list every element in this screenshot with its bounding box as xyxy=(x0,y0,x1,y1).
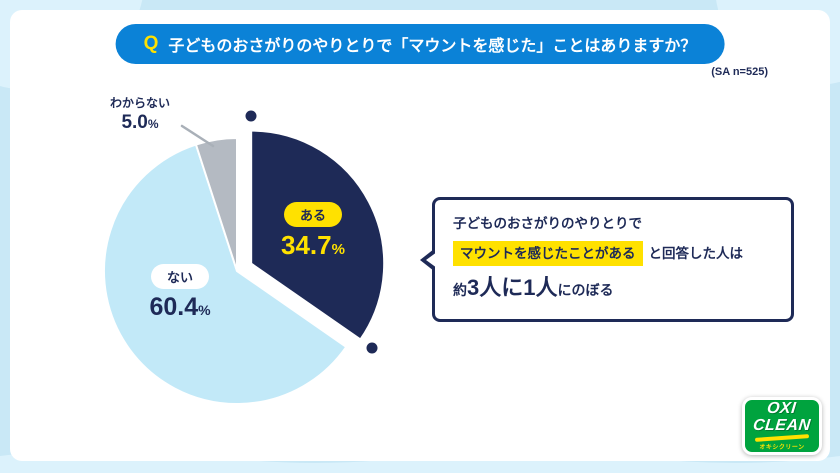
pie-label-aru: ある 34.7% xyxy=(246,202,380,261)
callout-line3: 約3人に1人にのぼる xyxy=(453,272,773,304)
pie-slice-ある xyxy=(250,129,386,341)
sample-size-note: (SA n=525) xyxy=(711,66,768,78)
callout-line3-suffix: にのぼる xyxy=(557,282,614,299)
callout-arrow-fill xyxy=(426,251,437,268)
question-q-badge: Q xyxy=(143,33,159,54)
wakaranai-leader-line xyxy=(180,124,215,148)
pie-label-wakaranai: わからない 5.0% xyxy=(88,94,192,134)
logo-subtext: オキシクリーン xyxy=(759,444,805,451)
nai-label-pill: ない xyxy=(150,264,209,289)
oxiclean-logo: OXI CLEAN オキシクリーン xyxy=(742,397,822,455)
aru-label-pill: ある xyxy=(283,202,342,227)
callout-line1: 子どものおさがりのやりとりで xyxy=(453,216,642,231)
wakaranai-label: わからない xyxy=(109,96,170,110)
pie-label-nai: ない 60.4% xyxy=(112,264,248,322)
slice-start-dot xyxy=(245,110,257,122)
pie-chart: わからない 5.0% ない 60.4% ある 34.7% xyxy=(60,88,460,428)
logo-text-oxi: OXI xyxy=(766,400,798,418)
logo-swoosh-icon xyxy=(754,433,810,442)
pie-slices xyxy=(103,129,386,405)
content-card: Q 子どものおさがりのやりとりで「マウントを感じた」ことはありますか？ (SA … xyxy=(10,10,830,461)
pie-slice-ない xyxy=(103,143,348,405)
nai-value: 60.4% xyxy=(149,293,211,321)
wakaranai-value: 5.0% xyxy=(121,112,159,133)
callout-box: 子どものおさがりのやりとりで マウントを感じたことがある と回答した人は 約3人… xyxy=(420,197,794,323)
pie-chart-svg xyxy=(103,110,386,405)
callout-line3-prefix: 約 xyxy=(453,282,467,299)
question-text: 子どものおさがりのやりとりで「マウントを感じた」ことはありますか？ xyxy=(168,38,697,55)
logo-text-clean: CLEAN xyxy=(752,416,812,434)
question-banner: Q 子どものおさがりのやりとりで「マウントを感じた」ことはありますか？ xyxy=(115,24,725,64)
callout-line2-suffix: と回答した人は xyxy=(648,245,744,261)
callout-line2: マウントを感じたことがある と回答した人は xyxy=(453,240,773,267)
callout-highlight: マウントを感じたことがある xyxy=(453,240,643,267)
aru-value: 34.7% xyxy=(281,230,345,260)
pie-slice-わからない xyxy=(194,137,238,272)
slice-end-dot xyxy=(366,342,378,354)
callout-line3-emphasis: 3人に1人 xyxy=(467,275,558,301)
